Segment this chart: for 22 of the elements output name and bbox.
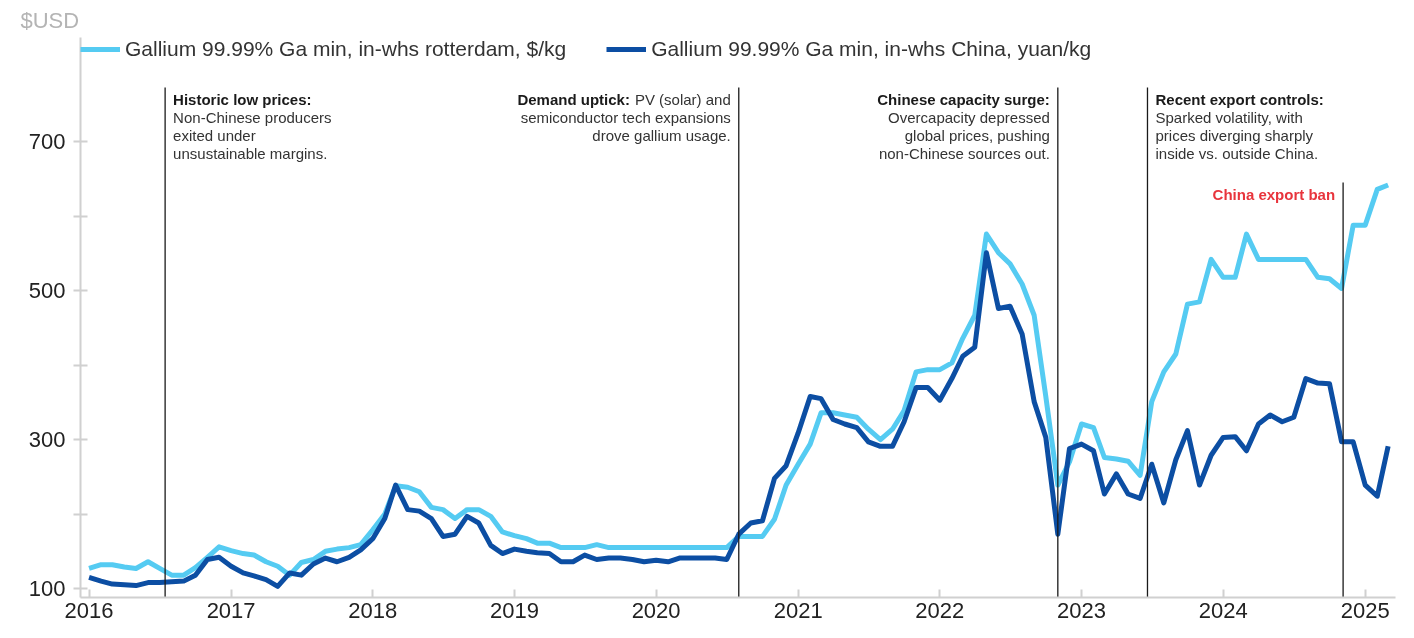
ref-line-label: China export ban	[1212, 185, 1336, 203]
x-tick-label: 2020	[631, 597, 681, 623]
ref-line-label: Demand uptick: PV (solar) and semiconductor tech expansions drove gallium usage.	[517, 90, 731, 144]
x-tick-label: 2021	[773, 597, 823, 623]
y-tick-label: 300	[28, 427, 66, 453]
x-tick-label: 2019	[489, 597, 539, 623]
x-tick-label: 2025	[1340, 597, 1390, 623]
legend-label: Gallium 99.99% Ga min, in-whs China, yuan/kg	[651, 37, 1092, 61]
y-axis-title: $USD	[20, 7, 80, 33]
legend-label: Gallium 99.99% Ga min, in-whs rotterdam, $/kg	[125, 37, 567, 61]
y-tick-label: 100	[28, 576, 66, 602]
x-tick-label: 2024	[1198, 597, 1248, 623]
ref-line-label: Historic low prices: Non-Chinese producers exited under unsustainable margins.	[173, 90, 332, 162]
x-tick-label: 2023	[1057, 597, 1106, 623]
y-tick-label: 500	[28, 278, 66, 304]
x-tick-label: 2016	[64, 597, 114, 623]
y-tick-label: 700	[28, 129, 66, 155]
x-tick-label: 2022	[915, 597, 965, 623]
x-tick-label: 2018	[348, 597, 398, 623]
ref-line-label: Chinese capacity surge: Overcapacity depressed global prices, pushing non-Chinese sources out.	[877, 90, 1050, 162]
x-tick-label: 2017	[206, 597, 256, 623]
ref-line-label: Recent export controls: Sparked volatility, with prices diverging sharply inside vs. outside China.	[1155, 90, 1324, 162]
